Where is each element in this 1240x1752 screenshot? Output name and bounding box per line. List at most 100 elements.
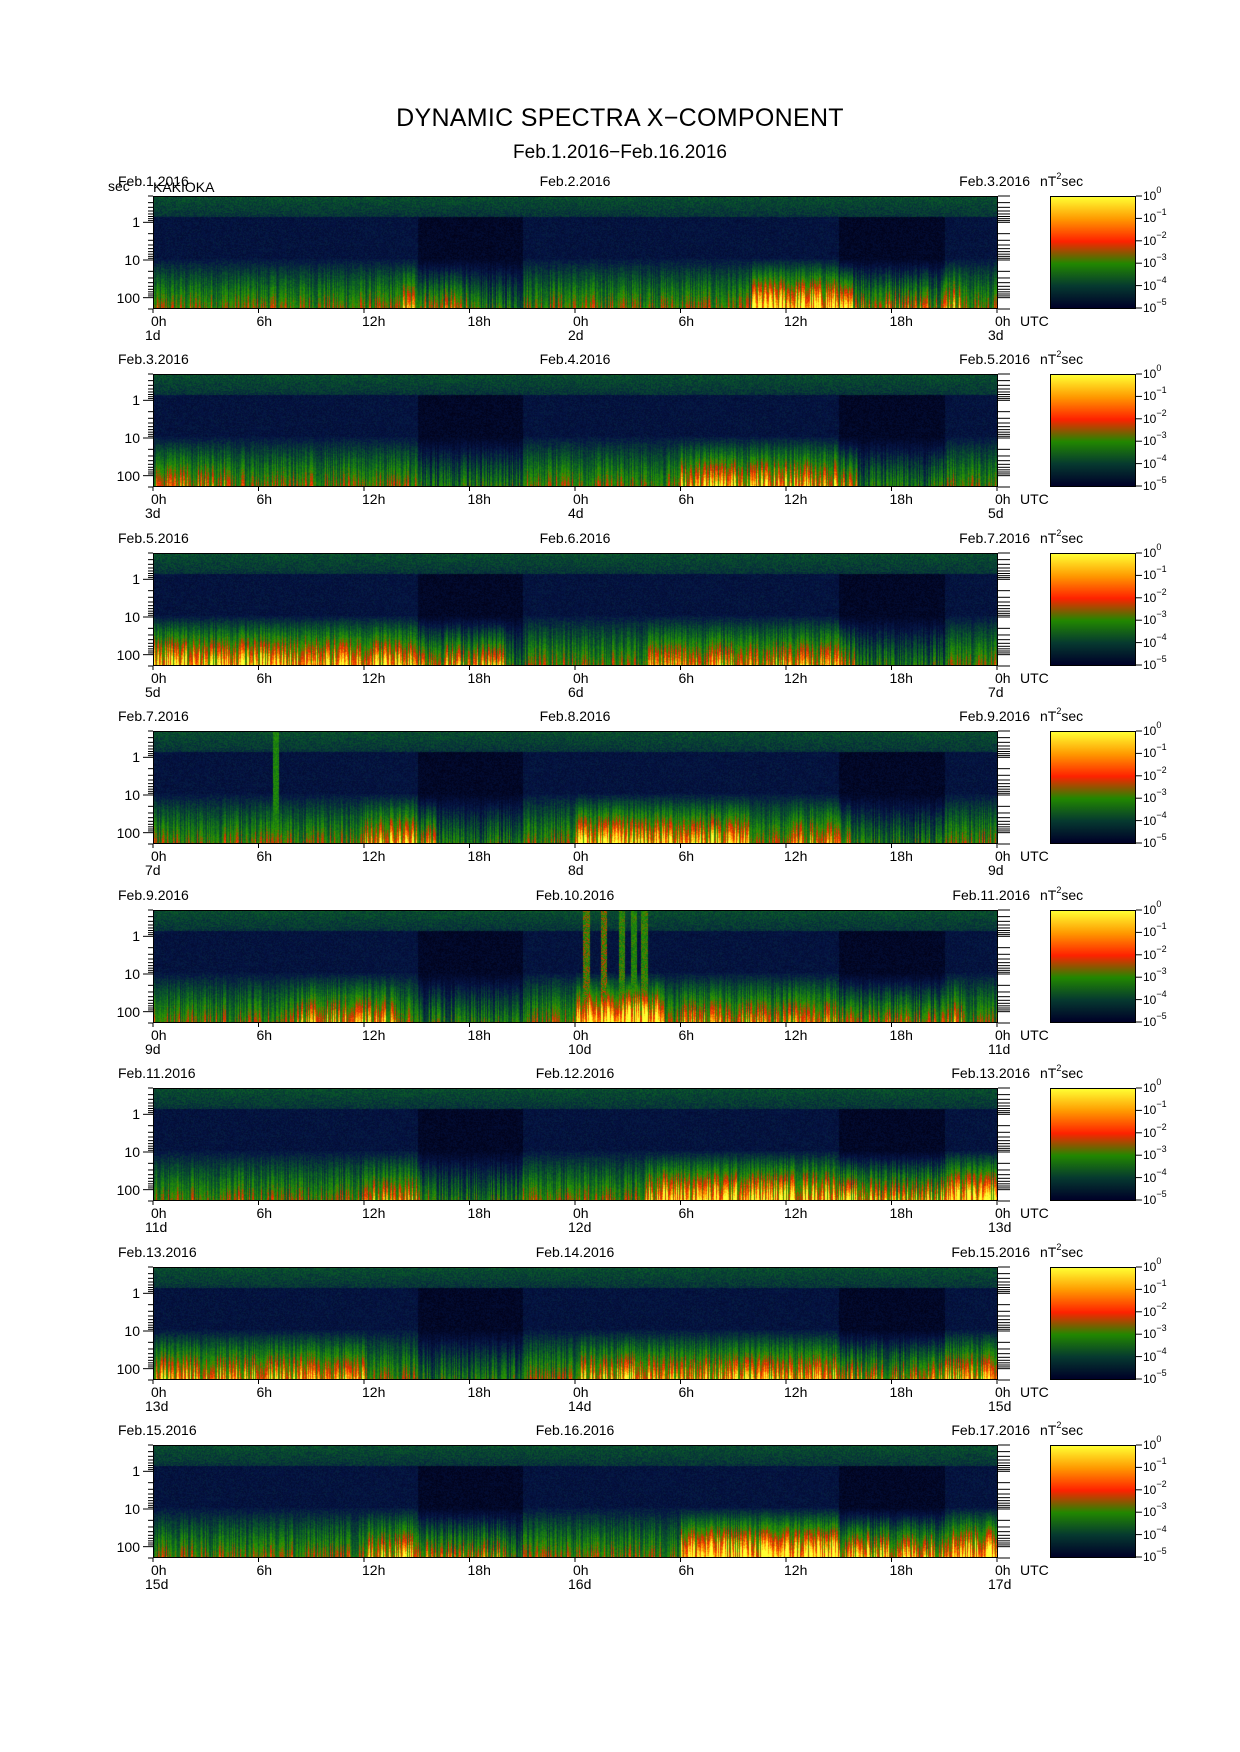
spectra-panel: Feb.9.2016 Feb.10.2016 Feb.11.2016 nT2sec 1 1… bbox=[0, 869, 1240, 1057]
x-tick-label: 6h bbox=[256, 313, 273, 329]
spectra-panel: Feb.3.2016 Feb.4.2016 Feb.5.2016 nT2sec 1 10 1… bbox=[0, 333, 1240, 521]
axis-ticks bbox=[143, 909, 1142, 1027]
x-tick-label: 0h bbox=[151, 848, 167, 864]
x-tick-label: 12h bbox=[784, 1027, 808, 1043]
colorbar-label-base: 10 bbox=[1143, 1282, 1157, 1297]
x-tick-label: 0h bbox=[573, 670, 589, 686]
spectra-panel: Feb.11.2016 Feb.12.2016 Feb.13.2016 nT2sec 1… bbox=[0, 1047, 1240, 1235]
x-tick-label: 6h bbox=[256, 670, 273, 686]
colorbar-label-exp: −3 bbox=[1156, 252, 1167, 263]
colorbar-label-base: 10 bbox=[1143, 233, 1157, 248]
day-right-label: 15d bbox=[988, 1398, 1012, 1414]
unit-base: nT bbox=[1040, 1244, 1057, 1260]
y-tick-label: 100 bbox=[116, 1360, 140, 1377]
colorbar-label-exp: 0 bbox=[1156, 363, 1162, 373]
unit-exp: 2 bbox=[1056, 1063, 1062, 1073]
colorbar-label-base: 10 bbox=[1143, 992, 1157, 1007]
utc-label: UTC bbox=[1020, 848, 1049, 864]
colorbar-tick-label: 10−3 bbox=[1143, 966, 1167, 986]
colorbar-label-base: 10 bbox=[1143, 1482, 1157, 1497]
colorbar-label-base: 10 bbox=[1143, 1349, 1157, 1364]
colorbar-tick-label: 10−2 bbox=[1143, 408, 1167, 428]
colorbar-label-exp: −3 bbox=[1156, 787, 1167, 798]
date-left-label: Feb.1.2016 bbox=[118, 173, 189, 189]
y-tick-label: 100 bbox=[116, 1181, 140, 1198]
colorbar-label-base: 10 bbox=[1143, 411, 1157, 426]
colorbar-label-exp: −3 bbox=[1156, 1144, 1167, 1155]
x-tick-label: 18h bbox=[889, 491, 913, 507]
y-tick-label: 1 bbox=[132, 214, 140, 231]
colorbar-label-base: 10 bbox=[1143, 635, 1157, 650]
colorbar-tick-label: 10−3 bbox=[1143, 430, 1167, 450]
spectrogram-canvas bbox=[154, 1089, 997, 1200]
x-tick-label: 12h bbox=[784, 313, 808, 329]
x-tick-label: 12h bbox=[784, 491, 808, 507]
colorbar-tick-label: 10−3 bbox=[1143, 1323, 1167, 1343]
x-tick-label: 0h bbox=[151, 1027, 167, 1043]
x-tick-label: 0h bbox=[995, 313, 1011, 329]
x-tick-label: 18h bbox=[889, 1384, 913, 1400]
unit-base: nT bbox=[1040, 1422, 1057, 1438]
colorbar-label-exp: −1 bbox=[1156, 742, 1167, 753]
colorbar-tick-label: 10−3 bbox=[1143, 1501, 1167, 1521]
colorbar bbox=[1050, 731, 1136, 844]
colorbar-tick-label: 100 bbox=[1143, 1256, 1161, 1276]
spectrogram-plot bbox=[153, 1445, 998, 1558]
unit-exp: 2 bbox=[1056, 528, 1062, 538]
colorbar-unit-label: nT2sec bbox=[1040, 1242, 1083, 1262]
colorbar-tick-label: 10−5 bbox=[1143, 654, 1167, 674]
colorbar-label-exp: −2 bbox=[1156, 943, 1167, 954]
unit-exp: 2 bbox=[1056, 171, 1062, 181]
colorbar-label-base: 10 bbox=[1143, 256, 1157, 271]
colorbar-label-base: 10 bbox=[1143, 367, 1157, 381]
day-left-label: 13d bbox=[145, 1398, 169, 1414]
unit-base: nT bbox=[1040, 887, 1057, 903]
colorbar-tick-label: 10−4 bbox=[1143, 275, 1167, 295]
day-mid-label: 2d bbox=[568, 327, 584, 343]
spectrogram-plot bbox=[153, 1267, 998, 1380]
colorbar-label-base: 10 bbox=[1143, 658, 1157, 672]
spectra-panel: Feb.7.2016 Feb.8.2016 Feb.9.2016 nT2sec 1 10 1… bbox=[0, 690, 1240, 878]
x-tick-label: 6h bbox=[256, 1027, 273, 1043]
colorbar-label-base: 10 bbox=[1143, 1438, 1157, 1452]
day-right-label: 3d bbox=[988, 327, 1004, 343]
colorbar-label-base: 10 bbox=[1143, 479, 1157, 493]
x-tick-label: 18h bbox=[889, 313, 913, 329]
unit-tail: sec bbox=[1061, 351, 1084, 367]
colorbar-label-exp: −4 bbox=[1156, 452, 1167, 463]
colorbar-label-base: 10 bbox=[1143, 925, 1157, 940]
x-tick-label: 18h bbox=[467, 670, 491, 686]
day-left-label: 1d bbox=[145, 327, 161, 343]
y-tick-label: 10 bbox=[124, 251, 140, 268]
x-tick-label: 6h bbox=[678, 1562, 695, 1578]
colorbar-label-exp: −5 bbox=[1156, 1189, 1167, 1199]
colorbar-label-exp: −4 bbox=[1156, 1166, 1167, 1177]
date-right-label: Feb.7.2016 bbox=[959, 530, 1030, 546]
x-tick-label: 0h bbox=[995, 1205, 1011, 1221]
colorbar-label-exp: −4 bbox=[1156, 631, 1167, 642]
date-mid-label: Feb.4.2016 bbox=[539, 351, 611, 367]
colorbar-tick-label: 10−1 bbox=[1143, 742, 1167, 762]
colorbar-tick-label: 10−2 bbox=[1143, 587, 1167, 607]
chart-title: DYNAMIC SPECTRA X−COMPONENT bbox=[396, 104, 844, 132]
colorbar bbox=[1050, 1445, 1136, 1558]
colorbar-label-exp: −4 bbox=[1156, 988, 1167, 999]
x-tick-label: 12h bbox=[362, 848, 386, 864]
colorbar-gradient bbox=[1051, 1268, 1135, 1379]
colorbar-tick-label: 10−3 bbox=[1143, 609, 1167, 629]
date-left-label: Feb.7.2016 bbox=[118, 708, 189, 724]
colorbar-tick-label: 100 bbox=[1143, 1434, 1161, 1454]
colorbar-label-exp: −5 bbox=[1156, 475, 1167, 485]
unit-exp: 2 bbox=[1056, 706, 1062, 716]
spectrogram-canvas bbox=[154, 1268, 997, 1379]
day-mid-label: 6d bbox=[568, 684, 584, 700]
axis-ticks bbox=[143, 1087, 1142, 1205]
day-right-label: 13d bbox=[988, 1219, 1012, 1235]
colorbar-label-base: 10 bbox=[1143, 1103, 1157, 1118]
colorbar-label-base: 10 bbox=[1143, 301, 1157, 315]
x-tick-label: 0h bbox=[151, 1384, 167, 1400]
colorbar-label-exp: −4 bbox=[1156, 1345, 1167, 1356]
utc-label: UTC bbox=[1020, 1205, 1049, 1221]
colorbar-label-base: 10 bbox=[1143, 1327, 1157, 1342]
unit-tail: sec bbox=[1061, 530, 1084, 546]
